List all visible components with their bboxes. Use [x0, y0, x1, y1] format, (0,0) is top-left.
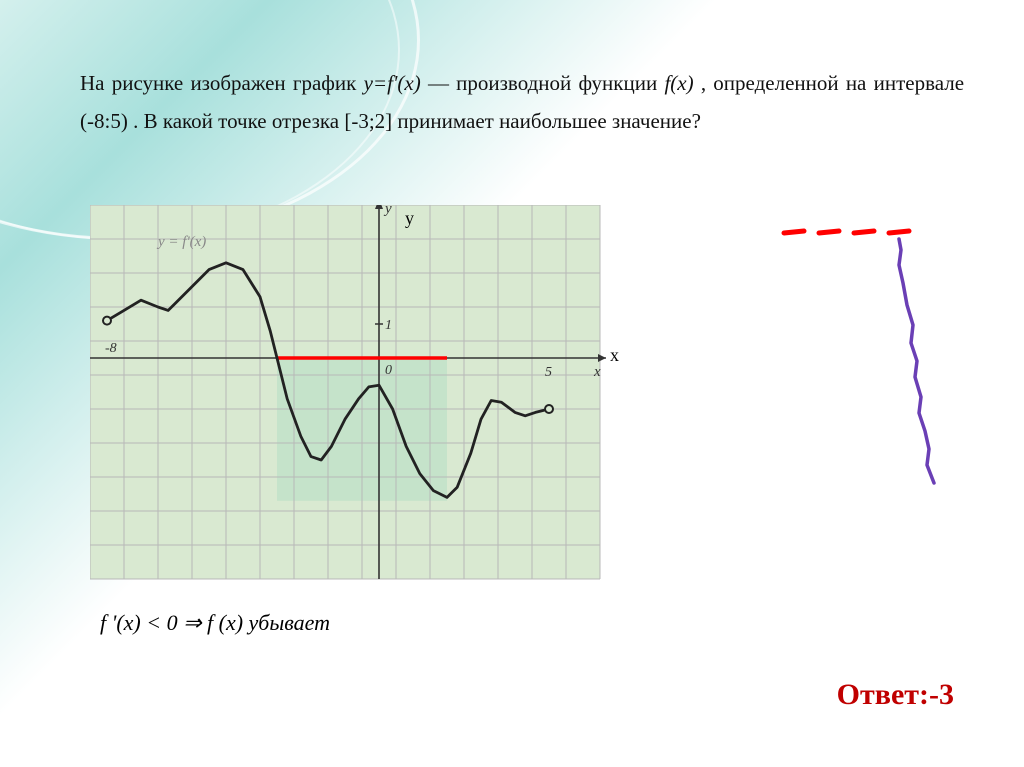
svg-text:x: x	[593, 364, 601, 380]
problem-text: На рисунке изображен график y=f'(x) — пр…	[80, 65, 964, 141]
x-axis-label: x	[610, 345, 619, 366]
answer-label: Ответ:	[837, 678, 929, 711]
y-axis-label: y	[405, 208, 414, 229]
svg-text:0: 0	[385, 363, 392, 378]
conclusion-formula: f '(x) < 0 ⇒ f (x)	[100, 610, 249, 635]
svg-text:5: 5	[545, 365, 552, 380]
text-part-4: . В какой точке отрезка	[133, 109, 344, 133]
answer-value: -3	[929, 678, 954, 711]
answer-block: Ответ:-3	[837, 678, 954, 712]
text-part-5: принимает наибольшее значение?	[397, 109, 701, 133]
svg-text:1: 1	[385, 318, 392, 333]
interval: (-8:5)	[80, 109, 128, 133]
conclusion-word: убывает	[249, 610, 331, 635]
conclusion-text: f '(x) < 0 ⇒ f (x) убывает	[100, 610, 330, 636]
sketch-svg	[779, 225, 939, 525]
svg-text:y = f'(x): y = f'(x)	[156, 234, 206, 250]
function-sketch	[779, 225, 939, 525]
chart-svg: -8 5 1 0 y x y = f'(x)	[90, 205, 610, 589]
text-part-2: — производной функции	[428, 71, 665, 95]
text-part-1: На рисунке изображен график	[80, 71, 364, 95]
derivative-chart: -8 5 1 0 y x y = f'(x)	[90, 205, 610, 600]
svg-text:y: y	[383, 205, 392, 217]
svg-text:-8: -8	[105, 341, 117, 356]
problem-statement: На рисунке изображен график y=f'(x) — пр…	[80, 65, 964, 141]
formula-deriv: y=f'(x)	[364, 71, 421, 95]
text-part-3: , определенной на интервале	[701, 71, 964, 95]
formula-func: f(x)	[664, 71, 693, 95]
segment: [-3;2]	[344, 109, 392, 133]
